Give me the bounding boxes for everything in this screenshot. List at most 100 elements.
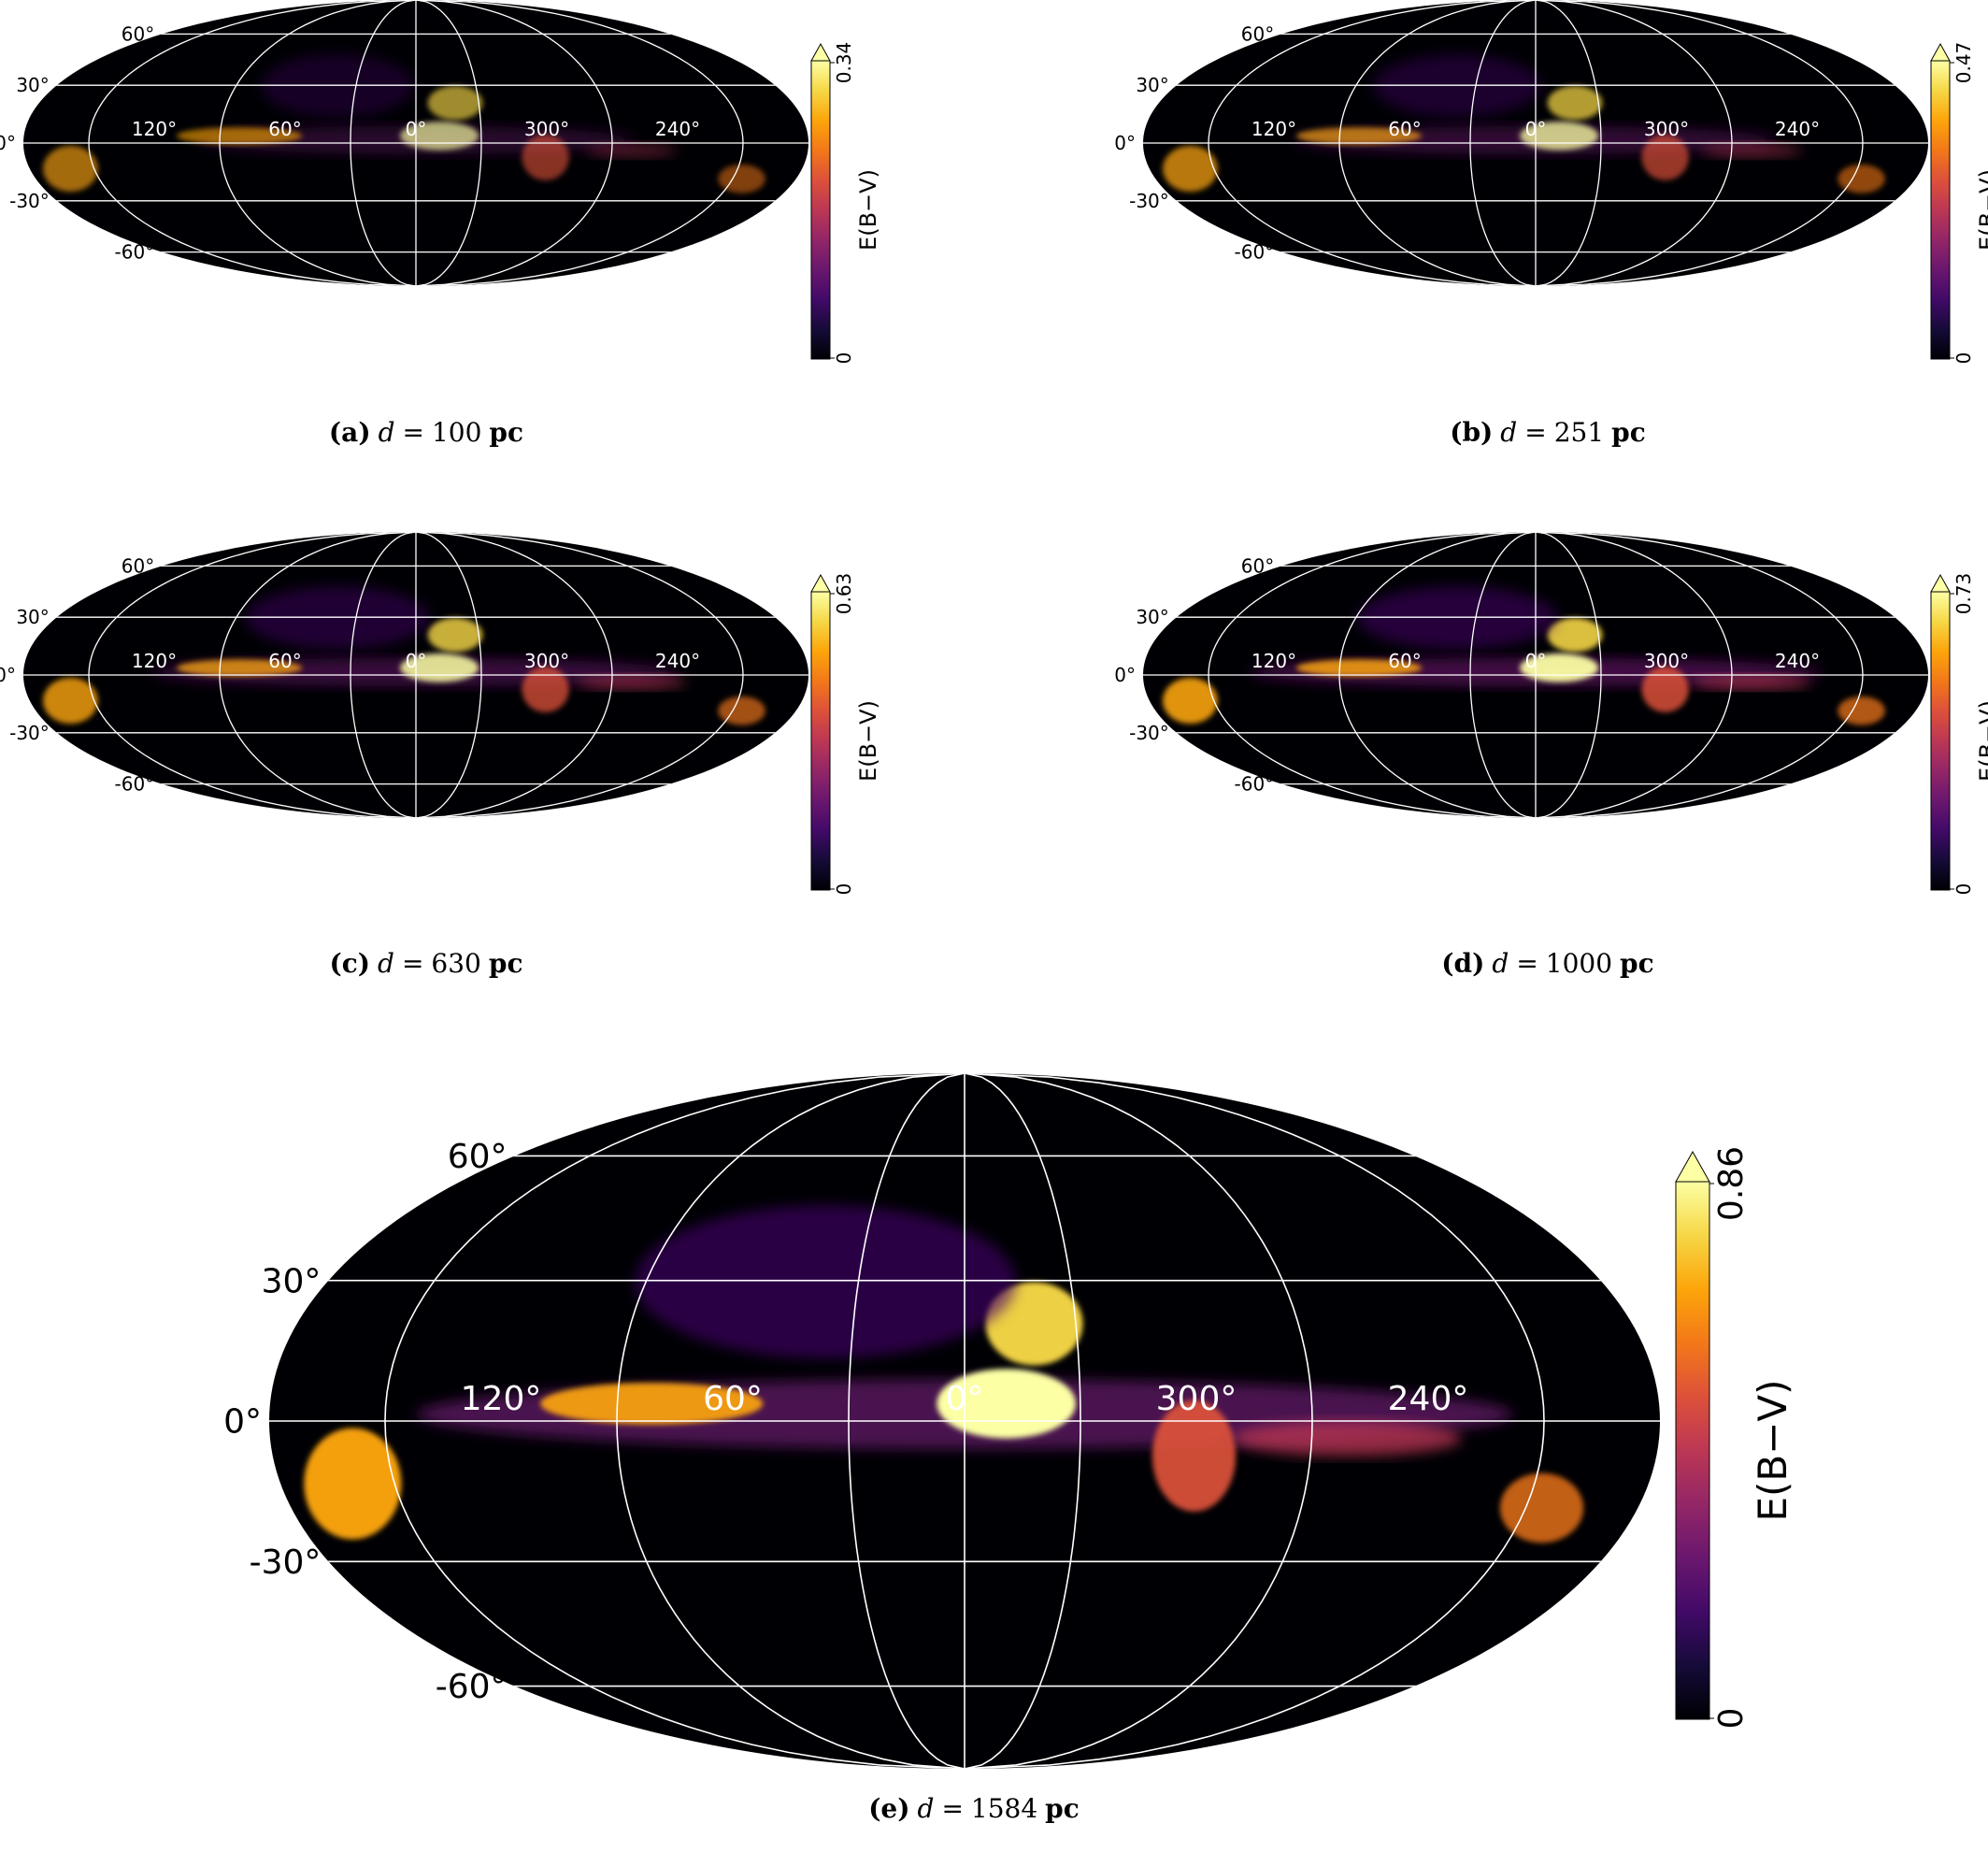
colorbar-max-label: 0.34	[833, 42, 855, 84]
meridian-line	[616, 1073, 965, 1769]
meridian-line	[415, 0, 744, 286]
longitude-label: 120°	[461, 1380, 542, 1418]
latitude-label: -60°	[436, 1668, 508, 1706]
meridian-line	[1535, 532, 1733, 818]
caption-equals: =	[402, 948, 423, 979]
latitude-label: -30°	[1129, 722, 1169, 744]
colorbar-max-label: 0.63	[833, 573, 855, 615]
dust-cloud	[1641, 666, 1689, 712]
longitude-label: 0°	[946, 1380, 984, 1418]
longitude-label: 60°	[268, 118, 301, 140]
panel-caption: (b) d = 251 pc	[1450, 417, 1646, 448]
dust-cloud	[43, 678, 98, 725]
meridian-line	[384, 1073, 965, 1769]
longitude-label: 300°	[524, 650, 569, 672]
meridian-line	[964, 1073, 1313, 1769]
caption-equals: =	[941, 1793, 963, 1824]
meridian-line	[1338, 532, 1537, 818]
colorbar-min-label: 0	[833, 883, 855, 896]
dust-cloud	[1163, 146, 1218, 193]
meridian-line	[350, 532, 417, 818]
meridian-line	[1469, 532, 1537, 818]
colorbar-max-label: 0.47	[1952, 42, 1975, 84]
panel-caption: (d) d = 1000 pc	[1441, 948, 1653, 979]
colorbar-extend-arrow	[1675, 1150, 1710, 1183]
colorbar-label: E(B−V)	[855, 169, 881, 251]
latitude-label: 30°	[262, 1262, 322, 1300]
dust-cloud	[718, 696, 765, 725]
latitude-label: 60°	[448, 1138, 508, 1176]
panel-2: 120° 60° 0° 300° 240° 60° 30° 0° -30° -60° 0.47 0 E(…	[1114, 0, 1988, 448]
caption-value: 1584	[971, 1793, 1037, 1824]
colorbar-gradient	[810, 591, 831, 891]
meridian-line	[415, 0, 613, 286]
colorbar-min-label: 0	[1952, 352, 1975, 365]
dust-cloud	[1547, 617, 1603, 653]
meridian-line	[964, 1073, 1081, 1769]
caption-variable: d	[1500, 417, 1517, 448]
colorbar-gradient	[1675, 1181, 1710, 1720]
meridian-line	[350, 0, 417, 286]
panel-5: 120° 60° 0° 300° 240° 60° 30° 0° -30° -60° 0.86 0 E(…	[223, 1073, 1795, 1824]
caption-letter: (d)	[1441, 948, 1484, 979]
dust-cloud	[43, 146, 98, 193]
colorbar-label: E(B−V)	[1975, 700, 1988, 782]
colorbar: 0.47 0 E(B−V)	[1930, 42, 1988, 365]
longitude-label: 0°	[406, 650, 427, 672]
colorbar-gradient	[810, 60, 831, 360]
dust-cloud	[1838, 696, 1885, 725]
caption-value: 630	[431, 948, 480, 979]
longitude-label: 240°	[1775, 118, 1820, 140]
meridian-line	[219, 0, 417, 286]
dust-cloud	[1838, 164, 1885, 194]
dust-cloud	[1295, 659, 1423, 677]
colorbar-gradient	[1930, 60, 1951, 360]
latitude-label: -30°	[9, 190, 50, 212]
dust-cloud	[1692, 675, 1811, 690]
longitude-label: 60°	[1388, 650, 1421, 672]
colorbar-extend-arrow	[1930, 42, 1951, 62]
meridian-line	[88, 532, 417, 818]
longitude-label: 240°	[655, 118, 700, 140]
dust-cloud	[1701, 143, 1802, 158]
caption-variable: d	[1492, 948, 1509, 979]
colorbar-max-label: 0.73	[1952, 573, 1975, 615]
latitude-label: 0°	[0, 132, 16, 154]
caption-letter: (b)	[1450, 417, 1493, 448]
meridian-line	[1535, 0, 1864, 286]
caption-value: 251	[1554, 417, 1604, 448]
latitude-label: 60°	[122, 554, 154, 577]
meridian-line	[415, 532, 482, 818]
dust-cloud	[1547, 85, 1603, 121]
panel-caption: (e) d = 1584 pc	[868, 1793, 1080, 1824]
latitude-label: -30°	[9, 722, 50, 744]
caption-variable: d	[378, 948, 394, 979]
caption-letter: (a)	[329, 417, 371, 448]
dust-cloud	[176, 127, 303, 145]
longitude-label: 120°	[1251, 650, 1296, 672]
dust-cloud	[427, 617, 483, 653]
dust-cloud	[586, 143, 678, 158]
longitude-label: 120°	[132, 118, 177, 140]
dust-emission	[1163, 586, 1885, 725]
colorbar: 0.34 0 E(B−V)	[810, 42, 881, 364]
caption-value: 100	[432, 417, 481, 448]
dust-cloud	[522, 666, 569, 712]
latitude-label: 30°	[16, 606, 49, 628]
latitude-label: 0°	[1114, 132, 1136, 154]
meridian-line	[415, 0, 482, 286]
longitude-label: 0°	[1525, 650, 1547, 672]
dust-cloud	[176, 659, 303, 677]
dust-cloud	[304, 1428, 402, 1540]
meridian-line	[219, 532, 417, 818]
meridian-line	[1338, 0, 1537, 286]
colorbar-extend-arrow	[810, 42, 831, 62]
meridian-line	[1535, 532, 1864, 818]
longitude-label: 240°	[655, 650, 700, 672]
longitude-label: 300°	[1644, 118, 1689, 140]
dust-cloud	[718, 164, 765, 194]
dust-cloud	[1151, 1400, 1237, 1512]
meridian-line	[415, 532, 613, 818]
dust-cloud	[985, 1282, 1083, 1366]
longitude-label: 300°	[1644, 650, 1689, 672]
